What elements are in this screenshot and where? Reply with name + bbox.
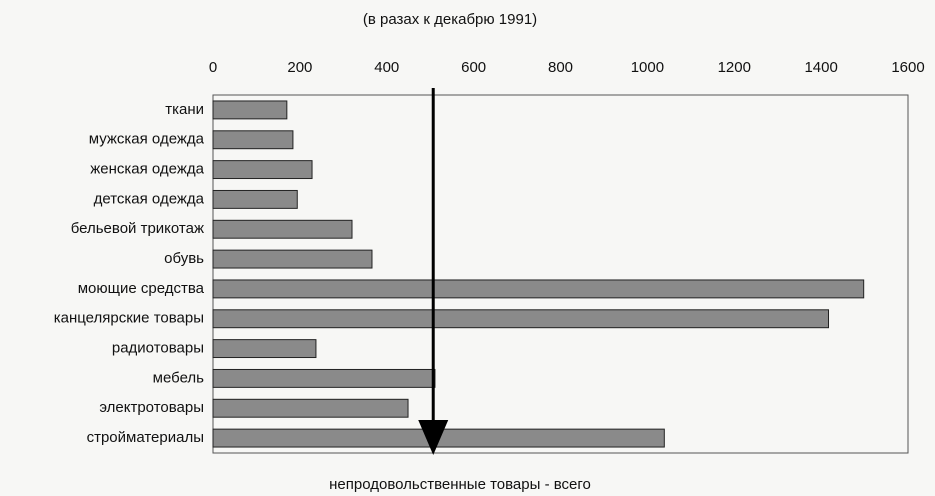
- x-tick-label: 1600: [891, 59, 924, 76]
- y-tick-label: канцелярские товары: [54, 310, 204, 327]
- bar: [212, 219, 353, 239]
- bar: [212, 130, 294, 150]
- y-tick-label: обувь: [164, 250, 204, 267]
- y-tick-label: детская одежда: [94, 190, 205, 207]
- x-tick-label: 600: [461, 59, 486, 76]
- bar: [212, 189, 298, 209]
- y-tick-label: ткани: [165, 101, 204, 118]
- bar: [212, 398, 409, 418]
- x-tick-label: 0: [209, 59, 217, 76]
- bar: [212, 309, 830, 329]
- bar: [212, 339, 317, 359]
- x-tick-label: 1400: [804, 59, 837, 76]
- bar: [212, 160, 313, 180]
- x-tick-label: 1000: [631, 59, 664, 76]
- x-tick-label: 400: [374, 59, 399, 76]
- y-tick-label: электротовары: [99, 399, 204, 416]
- chart-subtitle: (в разах к декабрю 1991): [363, 11, 537, 28]
- bar: [212, 100, 288, 120]
- y-tick-label: женская одежда: [90, 161, 204, 178]
- x-tick-label: 800: [548, 59, 573, 76]
- plot-frame: [212, 94, 909, 454]
- x-tick-label: 200: [287, 59, 312, 76]
- total-label: непродовольственные товары - всего: [329, 476, 591, 493]
- y-tick-label: бельевой трикотаж: [71, 220, 204, 237]
- total-arrow-head: [418, 420, 449, 455]
- bar: [212, 279, 865, 299]
- bar: [212, 368, 436, 388]
- y-tick-label: мужская одежда: [89, 131, 205, 148]
- y-tick-label: стройматериалы: [87, 429, 204, 446]
- bar: [212, 249, 373, 269]
- y-tick-label: радиотовары: [112, 340, 204, 357]
- y-tick-label: моющие средства: [78, 280, 205, 297]
- y-tick-label: мебель: [153, 369, 205, 386]
- x-tick-label: 1200: [718, 59, 751, 76]
